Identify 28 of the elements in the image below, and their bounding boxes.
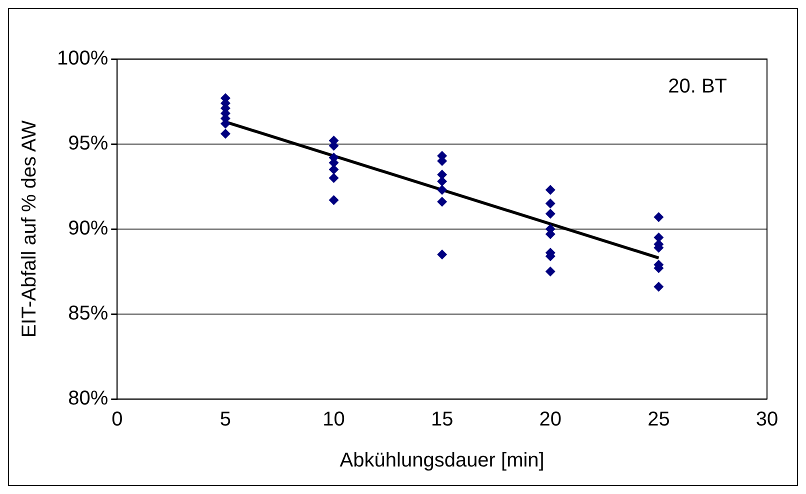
x-tick-label: 25 (648, 408, 670, 431)
point (328, 173, 339, 183)
x-tick-label: 0 (112, 408, 123, 431)
y-tick-label: 95% (68, 132, 108, 155)
x-tick-label: 10 (322, 408, 345, 431)
point (220, 128, 230, 139)
point (654, 282, 664, 292)
annotation: 20. BT (668, 76, 727, 98)
x-axis-title: Abkühlungsdauer [min] (340, 450, 544, 472)
point (437, 196, 448, 207)
x-tick-label: 15 (430, 408, 454, 431)
point (545, 208, 556, 219)
x-tick-label: 30 (756, 408, 778, 431)
y-tick-label: 80% (68, 388, 108, 410)
point (328, 195, 339, 206)
x-tick-label: 5 (220, 408, 232, 431)
y-tick-label: 85% (68, 302, 108, 325)
point (328, 164, 339, 174)
y-axis-title: EIT-Abfall auf % des AW (18, 120, 41, 338)
y-tick-label: 100% (56, 48, 108, 70)
point (545, 266, 556, 276)
point (545, 184, 556, 195)
point (545, 198, 556, 208)
point (437, 250, 448, 260)
x-tick-label: 20 (539, 408, 562, 431)
y-tick-label: 90% (68, 218, 108, 240)
point (654, 212, 664, 222)
point (437, 184, 448, 195)
